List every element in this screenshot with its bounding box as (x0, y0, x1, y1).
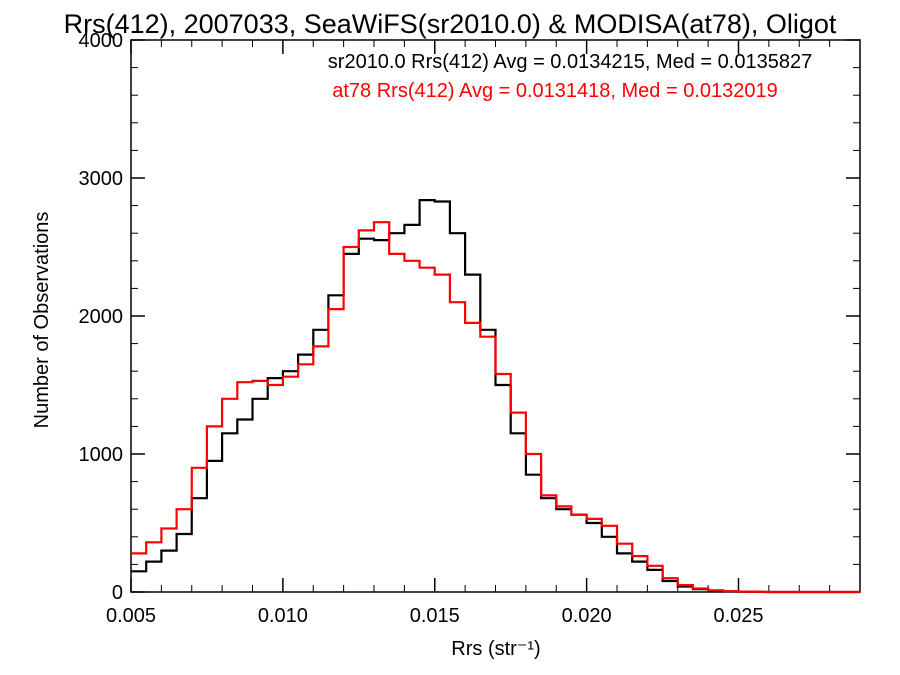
series-line-0 (131, 199, 860, 594)
series-line-1 (131, 221, 860, 594)
y-axis-label: Number of Observations (31, 212, 53, 429)
legend-annotation-red: at78 Rrs(412) Avg = 0.0131418, Med = 0.0… (332, 80, 778, 102)
plot-frame (130, 39, 861, 593)
legend-annotation-black: sr2010.0 Rrs(412) Avg = 0.0134215, Med =… (328, 51, 812, 73)
y-tick-label: 3000 (79, 168, 124, 190)
y-tick-label: 4000 (79, 30, 124, 52)
x-tick-label: 0.025 (713, 605, 763, 627)
y-tick-label: 1000 (79, 444, 124, 466)
x-tick-label: 0.020 (562, 605, 612, 627)
chart-title: Rrs(412), 2007033, SeaWiFS(sr2010.0) & M… (64, 9, 837, 39)
x-tick-label: 0.010 (258, 605, 308, 627)
y-tick-label: 0 (112, 582, 123, 604)
y-tick-label: 2000 (79, 306, 124, 328)
x-tick-label: 0.015 (410, 605, 460, 627)
x-axis: 0.005 0.010 0.015 0.020 0.025 (106, 40, 861, 627)
series-layer (131, 199, 868, 594)
y-axis: 0 1000 2000 3000 4000 (79, 30, 860, 604)
x-axis-label: Rrs (str⁻¹) (451, 638, 540, 660)
x-tick-label: 0.005 (106, 605, 156, 627)
